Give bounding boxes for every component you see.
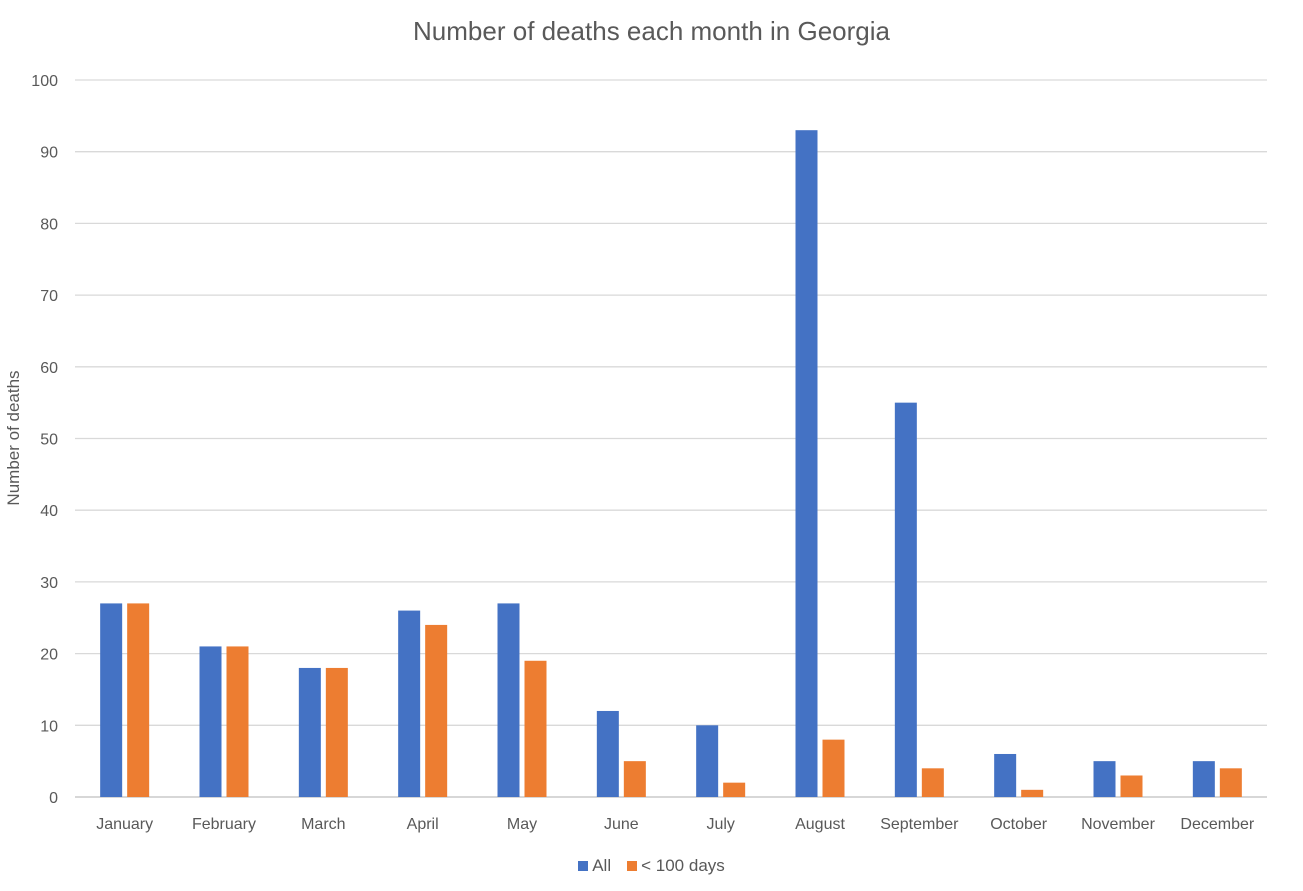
y-tick-label: 0 — [49, 790, 58, 807]
x-tick-label: November — [1081, 816, 1155, 833]
bar-all — [497, 603, 520, 797]
bar-under-100-days — [921, 768, 944, 797]
legend-label-all: All — [592, 856, 612, 875]
bar-under-100-days — [822, 739, 845, 797]
x-tick-label: July — [706, 816, 734, 833]
x-tick-label: August — [795, 816, 845, 833]
x-tick-label: September — [880, 816, 959, 833]
bar-under-100-days — [524, 660, 547, 797]
x-tick-label: February — [192, 816, 256, 833]
bar-all — [596, 710, 619, 797]
bar-all — [795, 130, 818, 797]
legend: All < 100 days — [0, 856, 1303, 876]
legend-label-under-100-days: < 100 days — [641, 856, 725, 875]
legend-item-all: All — [578, 856, 611, 876]
x-tick-label: March — [301, 816, 345, 833]
bar-all — [298, 667, 321, 797]
chart-title: Number of deaths each month in Georgia — [413, 16, 890, 46]
bar-all — [1093, 761, 1116, 797]
y-tick-label: 90 — [40, 145, 58, 162]
bar-under-100-days — [1219, 768, 1242, 797]
y-tick-label: 100 — [31, 73, 58, 90]
bar-under-100-days — [425, 624, 448, 797]
x-tick-label: April — [407, 816, 439, 833]
x-tick-label: May — [507, 816, 537, 833]
bar-all — [994, 753, 1017, 797]
y-tick-label: 60 — [40, 360, 58, 377]
bar-under-100-days — [226, 646, 249, 797]
bar-all — [894, 402, 917, 797]
y-tick-label: 70 — [40, 288, 58, 305]
bar-under-100-days — [723, 782, 746, 797]
y-tick-label: 50 — [40, 432, 58, 449]
y-tick-label: 10 — [40, 718, 58, 735]
bar-under-100-days — [623, 761, 646, 797]
bar-all — [696, 725, 719, 797]
x-tick-label: December — [1180, 816, 1254, 833]
legend-swatch-under-100-days — [627, 861, 638, 871]
bar-all — [199, 646, 222, 797]
bar-all — [398, 610, 421, 797]
bar-under-100-days — [127, 603, 150, 797]
bar-under-100-days — [1021, 789, 1044, 797]
x-tick-label: June — [604, 816, 639, 833]
bar-under-100-days — [1120, 775, 1143, 797]
x-tick-label: October — [990, 816, 1048, 833]
y-tick-label: 30 — [40, 575, 58, 592]
y-tick-label: 40 — [40, 503, 58, 520]
x-tick-label: January — [96, 816, 153, 833]
bar-under-100-days — [325, 667, 348, 797]
bar-all — [1192, 761, 1215, 797]
legend-swatch-all — [578, 861, 589, 871]
bar-all — [100, 603, 123, 797]
y-tick-label: 80 — [40, 216, 58, 233]
legend-item-under-100-days: < 100 days — [627, 856, 725, 876]
y-tick-label: 20 — [40, 647, 58, 664]
